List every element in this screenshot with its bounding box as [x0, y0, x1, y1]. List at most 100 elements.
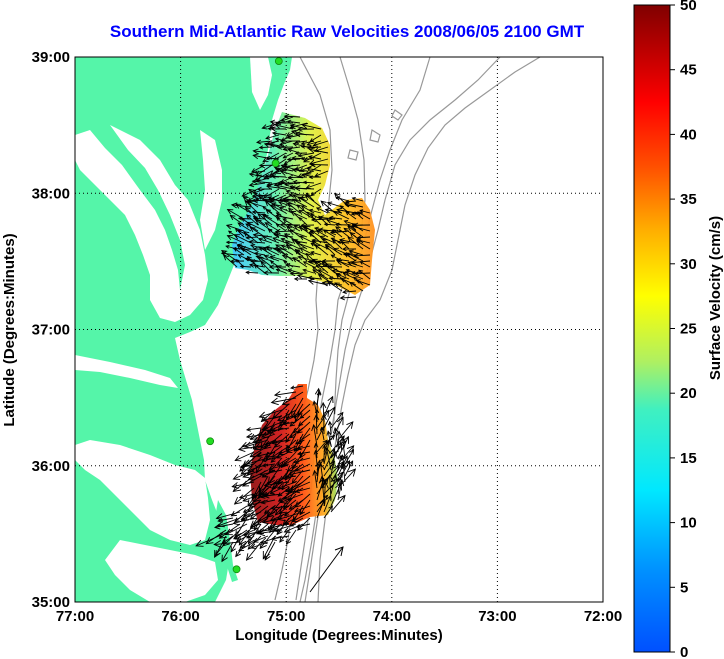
x-tick-labels: 77:00 76:00 75:00 74:00 73:00 72:00 — [56, 608, 622, 625]
velocity-vector-head — [261, 124, 268, 130]
velocity-vector-head — [297, 126, 303, 132]
velocity-vector — [290, 427, 304, 439]
velocity-vector-head — [282, 154, 287, 159]
velocity-vector — [260, 469, 283, 476]
velocity-vector-head — [305, 252, 313, 260]
velocity-vector-head — [340, 461, 347, 469]
velocity-vector — [279, 140, 294, 146]
velocity-vector-head — [277, 492, 283, 497]
velocity-vector-head — [343, 220, 349, 224]
velocity-vector-head — [268, 525, 274, 530]
velocity-vector-head — [279, 141, 285, 146]
velocity-vector — [242, 529, 269, 536]
velocity-vector-head — [297, 410, 303, 416]
velocity-vector-head — [279, 169, 287, 176]
velocity-vector — [290, 385, 304, 389]
velocity-vector — [312, 240, 329, 250]
velocity-vector-head — [311, 258, 318, 264]
velocity-vector — [299, 225, 315, 238]
station-markers — [206, 57, 283, 574]
chart-title: Southern Mid-Atlantic Raw Velocities 200… — [109, 22, 585, 41]
velocity-vector-head — [298, 209, 305, 215]
velocity-vector — [345, 200, 357, 203]
velocity-vector-head — [293, 224, 299, 230]
velocity-vector-head — [322, 229, 328, 234]
velocity-vector-head — [255, 139, 262, 145]
velocity-vector — [244, 439, 269, 448]
velocity-vector-head — [351, 196, 356, 201]
x-tick-label: 73:00 — [478, 608, 516, 625]
velocity-vector — [272, 203, 287, 208]
velocity-vector — [267, 463, 283, 485]
velocity-vector-head — [335, 482, 342, 491]
x-tick-label: 77:00 — [56, 608, 94, 625]
y-tick-label: 38:00 — [32, 185, 70, 202]
velocity-vector — [221, 250, 238, 262]
velocity-vector-head — [234, 455, 242, 462]
velocity-vector-head — [289, 123, 296, 129]
velocity-vector-head — [297, 196, 304, 203]
velocity-vector-head — [259, 470, 267, 477]
velocity-vector-head — [301, 122, 309, 129]
velocity-vector — [289, 517, 304, 527]
velocity-vector-head — [287, 174, 294, 181]
velocity-vector — [276, 215, 294, 220]
velocity-vector — [345, 271, 364, 280]
velocity-vector-head — [349, 281, 355, 287]
velocity-vector — [262, 415, 283, 421]
velocity-vector-head — [283, 113, 290, 119]
velocity-vector-head — [295, 241, 303, 248]
velocity-vector-head — [258, 411, 267, 419]
velocity-vector-head — [346, 252, 353, 258]
velocity-vector-head — [215, 513, 224, 521]
velocity-vector — [262, 517, 283, 523]
velocity-vector — [195, 535, 220, 547]
velocity-vector — [266, 185, 287, 190]
velocity-vector — [354, 254, 371, 257]
velocity-vector-head — [271, 439, 278, 446]
velocity-vector — [247, 463, 262, 475]
velocity-vector — [337, 260, 357, 268]
velocity-vector-head — [292, 179, 298, 185]
velocity-vector-head — [298, 225, 305, 232]
velocity-vector-head — [248, 172, 255, 178]
velocity-vector-head — [264, 553, 271, 561]
velocity-vector-head — [345, 211, 350, 216]
velocity-vector — [214, 541, 241, 546]
velocity-vector-head — [230, 202, 238, 209]
velocity-vector — [283, 421, 297, 425]
velocity-vector — [292, 169, 308, 172]
velocity-vector-head — [244, 200, 251, 206]
velocity-vector — [249, 241, 266, 244]
velocity-vector-head — [314, 244, 321, 250]
velocity-vector — [329, 217, 343, 220]
velocity-vector — [270, 194, 287, 203]
velocity-vector-head — [248, 239, 254, 245]
velocity-vector — [262, 152, 280, 163]
velocity-vector — [314, 470, 318, 489]
velocity-vector-head — [237, 445, 246, 452]
velocity-vector — [247, 487, 262, 507]
velocity-vector-head — [339, 295, 345, 301]
velocity-vector — [266, 157, 280, 160]
colorbar-tick-label: 15 — [680, 450, 697, 467]
velocity-vector-head — [346, 421, 354, 429]
velocity-vector-head — [351, 271, 356, 275]
velocity-vector-head — [347, 468, 357, 477]
velocity-vector-head — [269, 197, 275, 203]
velocity-vector-head — [257, 528, 266, 537]
velocity-vector-head — [246, 465, 255, 473]
velocity-vector-head — [301, 172, 306, 177]
velocity-vector — [302, 173, 315, 178]
albemarle-sound — [75, 440, 210, 545]
velocity-vector — [275, 124, 294, 130]
colorbar-tick-label: 50 — [680, 0, 697, 14]
velocity-vector-head — [293, 276, 299, 281]
velocity-vector-head — [327, 395, 334, 404]
velocity-vector-head — [307, 275, 313, 280]
velocity-vector-head — [252, 153, 259, 160]
velocity-vector-head — [275, 216, 281, 222]
velocity-vector-head — [292, 458, 299, 464]
velocity-vector-head — [292, 194, 298, 199]
velocity-vector — [258, 529, 283, 534]
